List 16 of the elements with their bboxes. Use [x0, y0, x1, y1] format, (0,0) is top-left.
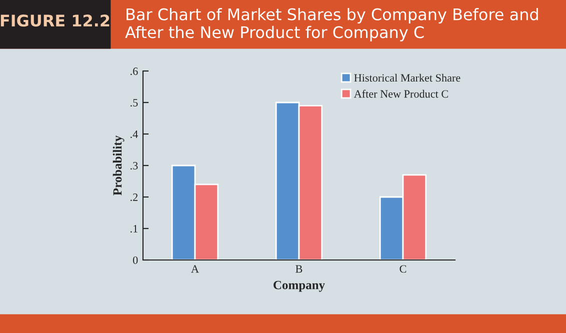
- y-tick-label: .4: [130, 130, 138, 138]
- x-tick-label: A: [191, 265, 199, 273]
- x-tick-label: B: [296, 265, 302, 273]
- y-tick-label: 0: [133, 256, 138, 264]
- y-axis-title: Probability: [112, 136, 124, 196]
- y-tick-label: .6: [130, 67, 138, 76]
- legend-label: After New Product C: [354, 90, 448, 98]
- caption: FIGURE 12.2: [0, 14, 110, 27]
- y-tick-label: .1: [130, 225, 138, 233]
- y-tick-label: .5: [130, 99, 138, 107]
- x-axis-title: Company: [274, 280, 325, 292]
- y-tick-label: .3: [130, 162, 138, 170]
- x-tick-label: C: [400, 265, 406, 273]
- y-tick-label: .2: [130, 193, 138, 202]
- legend-label: Historical Market Share: [354, 74, 460, 82]
- chart-title: Bar Chart of Market Shares by Company Before and After the New Product for Company C: [125, 8, 538, 42]
